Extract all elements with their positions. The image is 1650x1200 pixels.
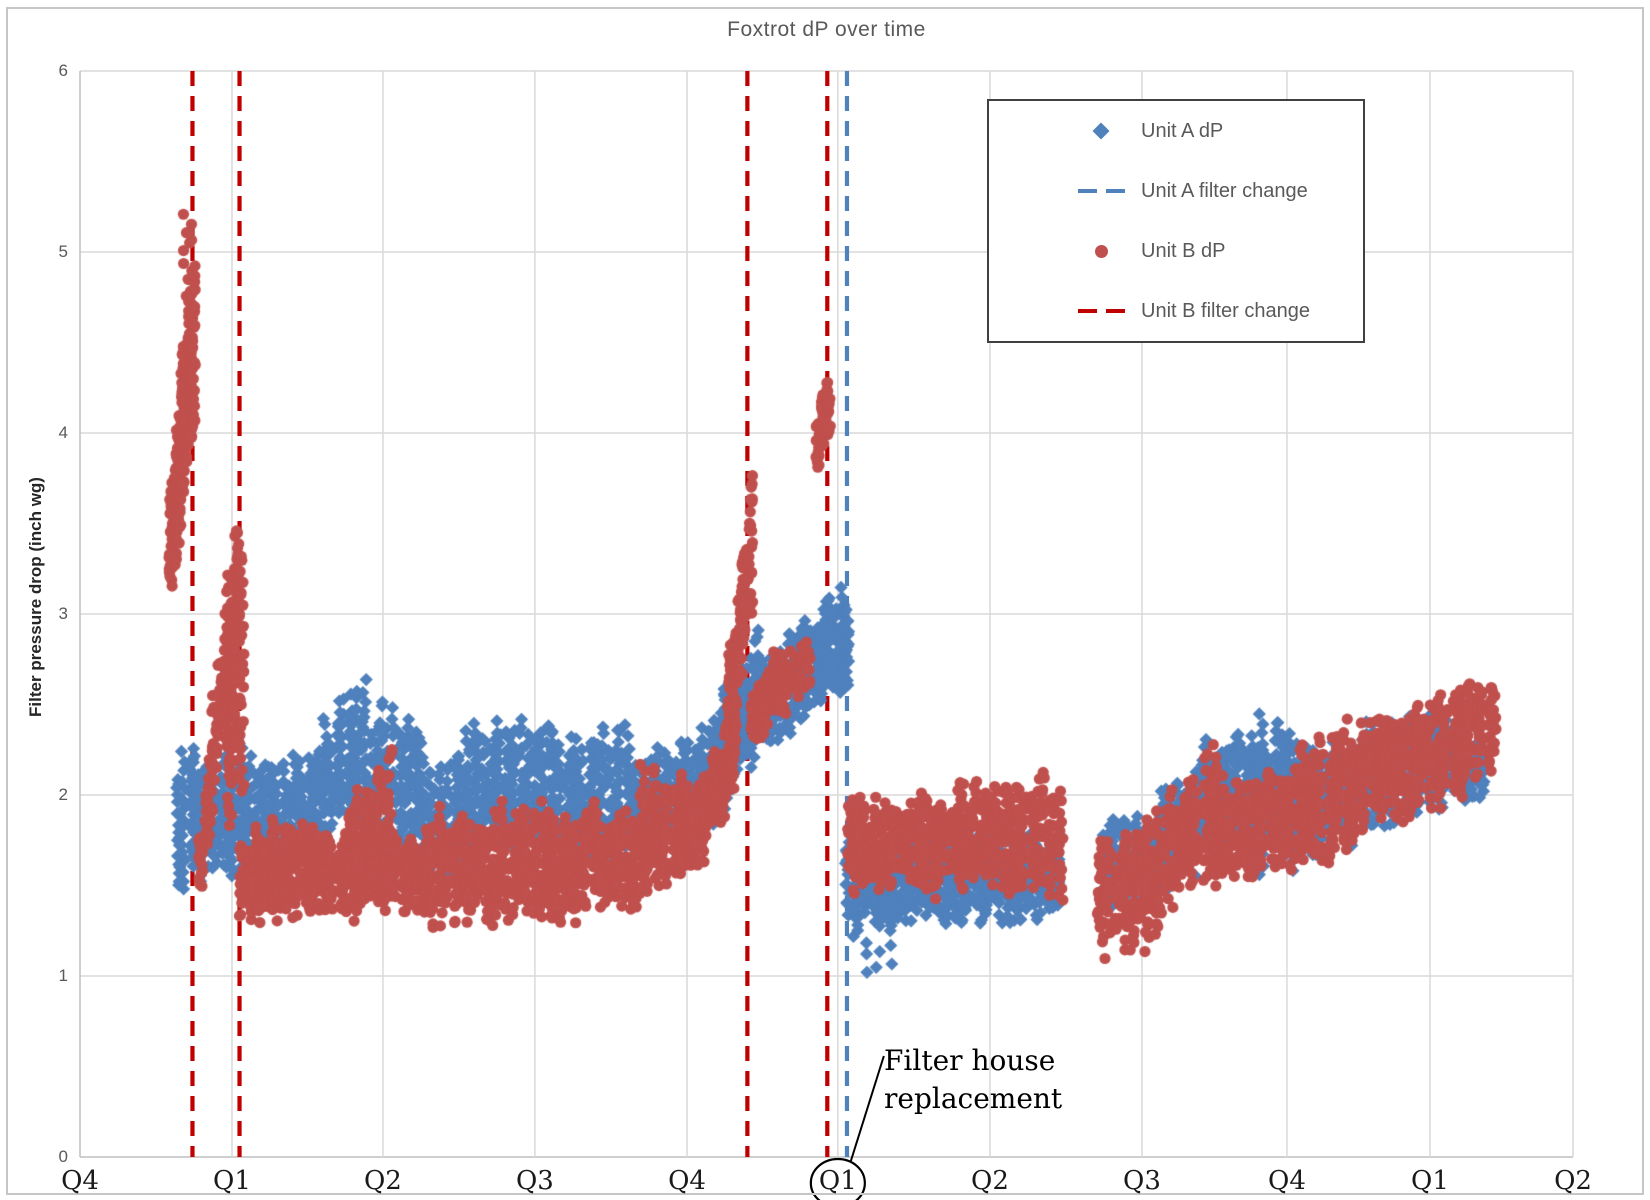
unit-a-dashed-line-icon [1075, 188, 1127, 194]
x-tick-label: Q2 [971, 1166, 1009, 1196]
y-tick-label: 6 [58, 61, 68, 80]
annotation-leader-line [849, 1055, 885, 1162]
x-tick-label: Q2 [1554, 1166, 1592, 1196]
y-tick-label: 2 [58, 785, 68, 804]
filter-house-replacement-annotation: Filter house replacement [884, 1042, 1062, 1118]
y-tick-label: 5 [58, 242, 68, 261]
legend-box: Unit A dP Unit A filter change Unit B dP… [987, 99, 1365, 343]
legend-label: Unit B dP [1141, 239, 1226, 262]
x-tick-label: Q4 [668, 1166, 706, 1196]
y-tick-label: 0 [58, 1147, 68, 1166]
x-tick-label: Q3 [515, 1166, 554, 1196]
y-tick-label: 3 [58, 604, 68, 623]
annotation-line-2: replacement [884, 1082, 1063, 1115]
legend-item-unit-b-dp: Unit B dP [989, 221, 1363, 281]
legend-label: Unit A filter change [1141, 179, 1308, 202]
y-tick-label: 4 [58, 423, 68, 442]
x-tick-label-circled: Q1 [818, 1166, 857, 1196]
legend-item-unit-b-filter-change: Unit B filter change [989, 281, 1363, 341]
legend-item-unit-a-filter-change: Unit A filter change [989, 161, 1363, 221]
legend-item-unit-a-dp: Unit A dP [989, 101, 1363, 161]
legend-label: Unit B filter change [1141, 299, 1310, 322]
x-tick-label: Q4 [1268, 1166, 1306, 1196]
x-tick-label: Q1 [213, 1166, 251, 1196]
unit-a-diamond-marker-icon [1075, 122, 1127, 140]
chart-title: Foxtrot dP over time [727, 18, 926, 41]
x-tick-label: Q1 [1411, 1166, 1449, 1196]
unit-b-dashed-line-icon [1075, 308, 1127, 314]
unit-b-circle-marker-icon [1075, 244, 1127, 258]
annotation-line-1: Filter house [884, 1044, 1056, 1077]
x-tick-label: Q3 [1123, 1166, 1161, 1196]
y-tick-label: 1 [58, 966, 68, 985]
x-tick-label: Q2 [363, 1166, 402, 1196]
x-tick-label: Q4 [61, 1166, 99, 1196]
y-axis-title: Filter pressure drop (inch wg) [26, 477, 45, 717]
circle-around-q1-tick [809, 1157, 866, 1200]
legend-label: Unit A dP [1141, 119, 1224, 142]
